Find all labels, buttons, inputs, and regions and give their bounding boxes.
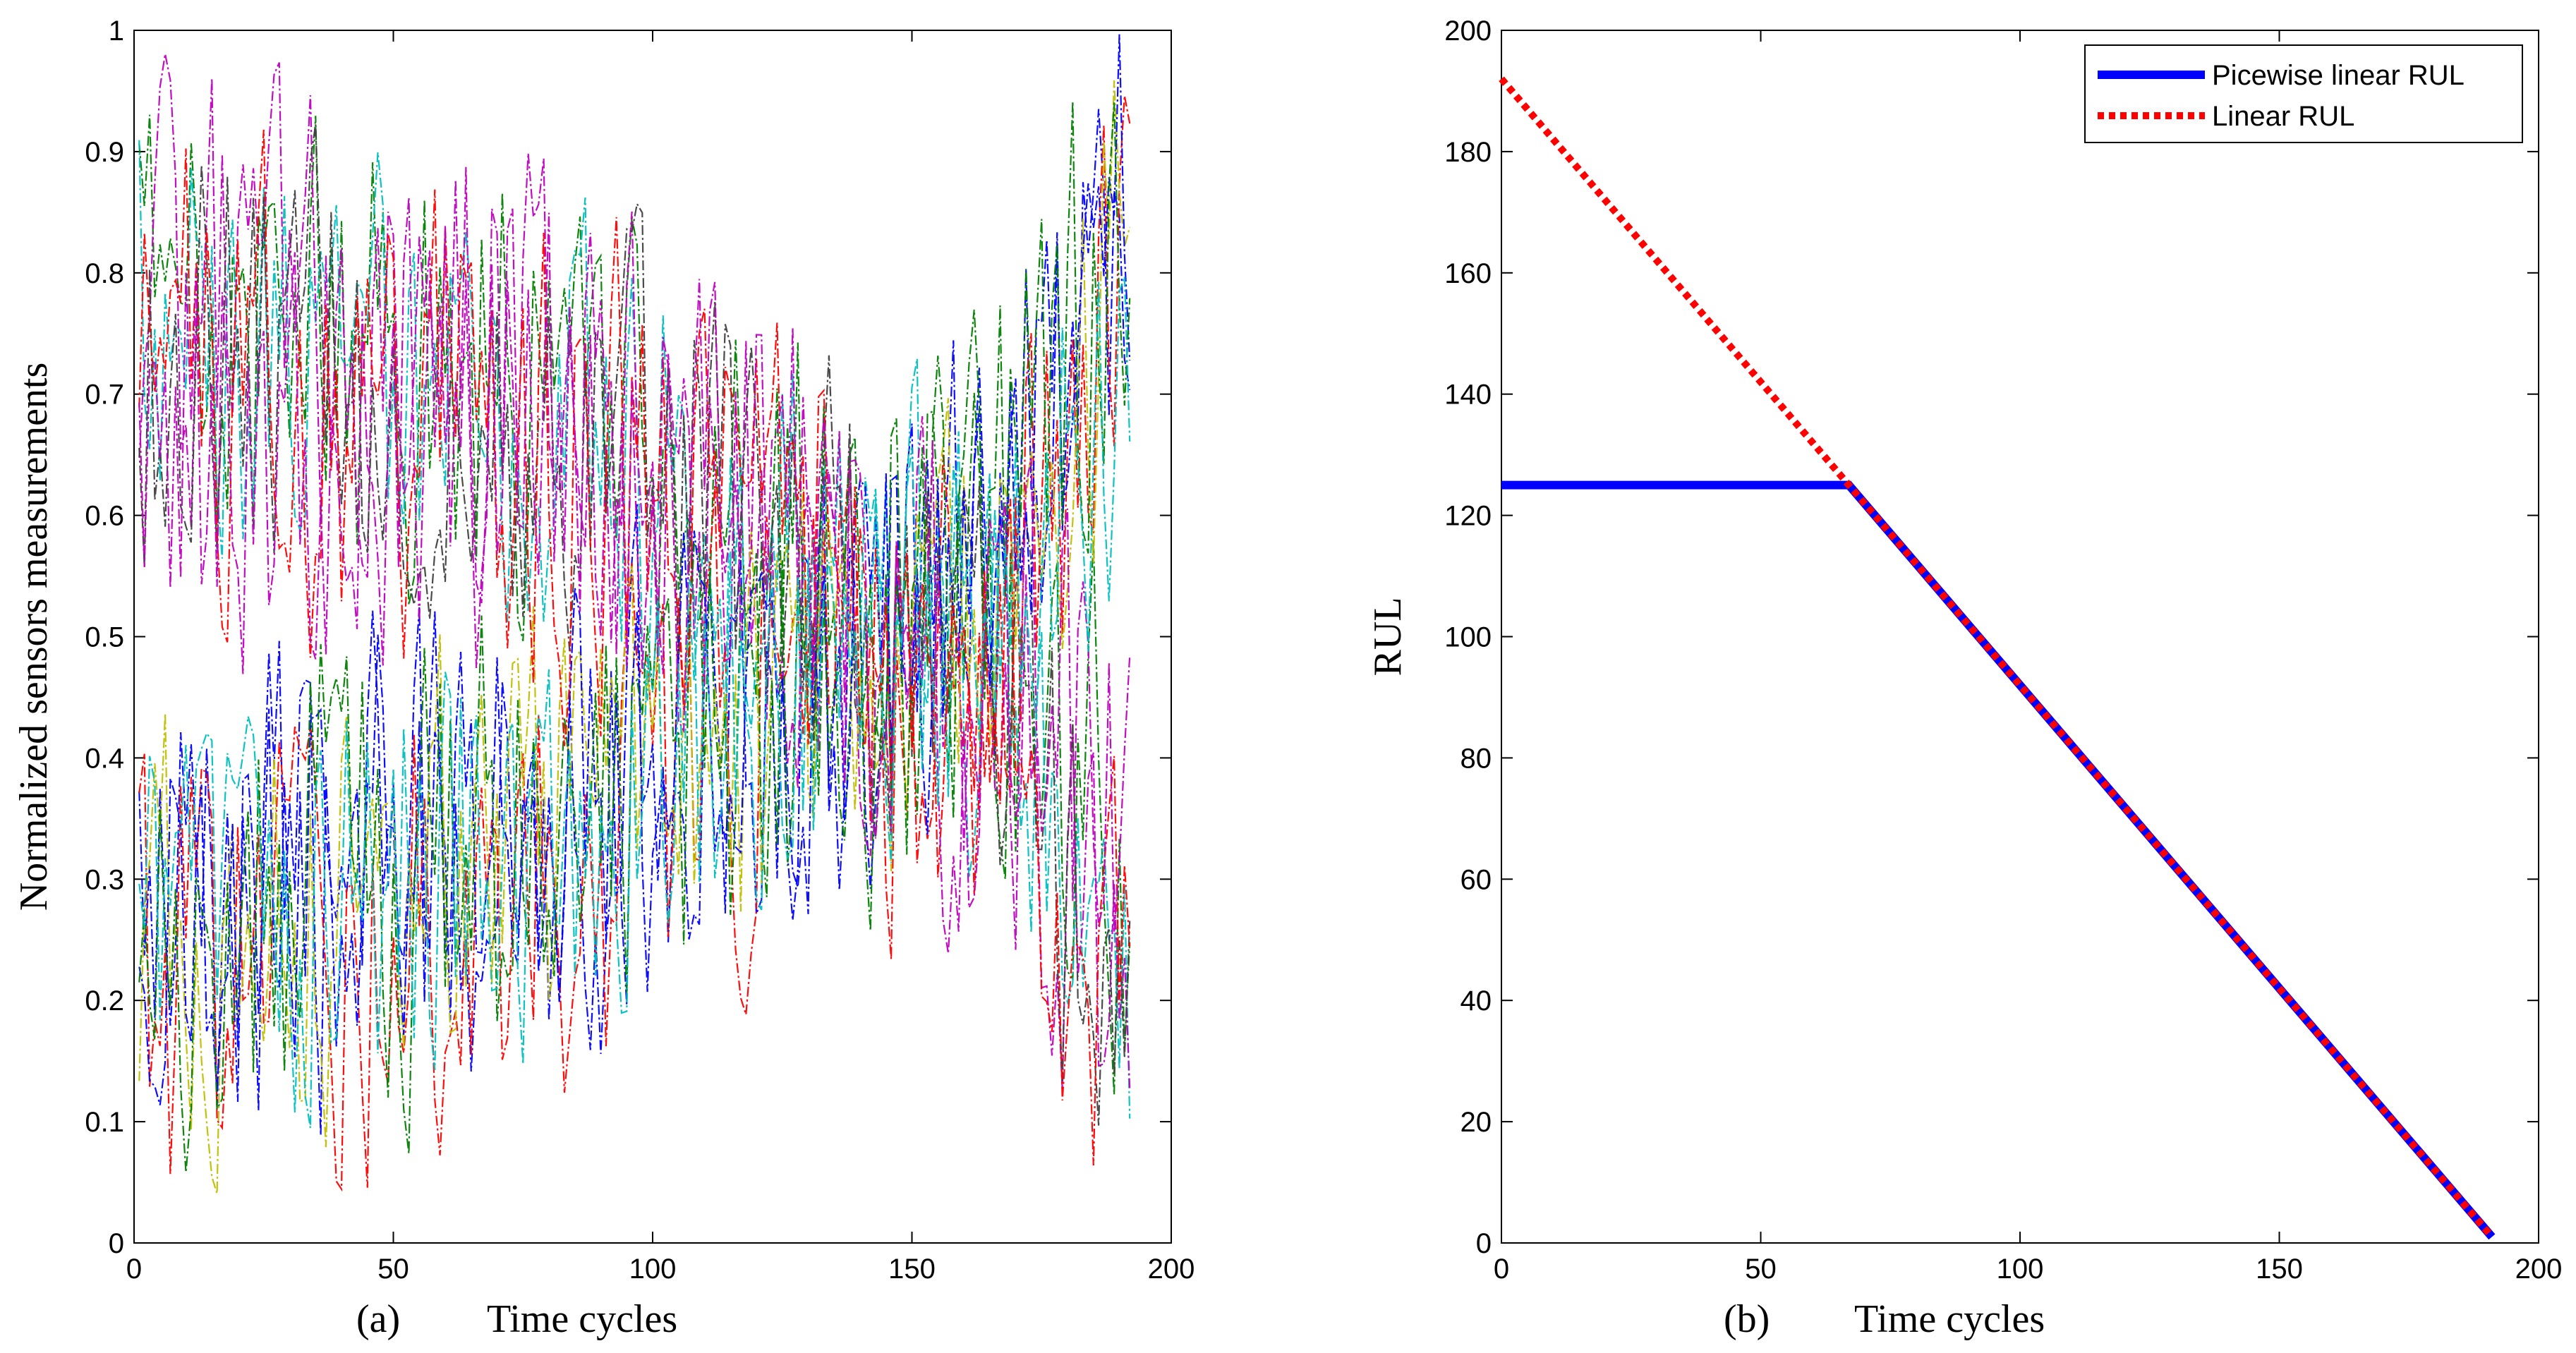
y-tick-label: 140 [1444, 380, 1492, 411]
x-tick-label: 100 [629, 1254, 677, 1285]
sensor-series-line [138, 109, 1131, 1136]
y-tick-label: 80 [1461, 743, 1492, 774]
sensor-series-line [138, 54, 1131, 1090]
x-axis-label: Time cycles [1854, 1297, 2045, 1341]
panel-label: (a) [356, 1297, 400, 1341]
y-tick-label: 160 [1444, 258, 1492, 289]
x-tick-label: 50 [1745, 1254, 1777, 1285]
y-tick-label: 40 [1461, 985, 1492, 1017]
y-tick-label: 20 [1461, 1107, 1492, 1138]
x-tick-label: 150 [2256, 1254, 2303, 1285]
y-tick-label: 0.4 [85, 743, 124, 774]
legend-label-piecewise: Picewise linear RUL [2212, 60, 2465, 91]
y-tick-label: 180 [1444, 137, 1492, 168]
y-axis-label: Normalized sensors measurements [12, 363, 56, 911]
panel-label: (b) [1724, 1297, 1770, 1341]
y-tick-label: 60 [1461, 864, 1492, 895]
sensor-series-line [138, 197, 1131, 954]
y-tick-label: 0.9 [85, 137, 124, 168]
x-tick-label: 100 [1997, 1254, 2044, 1285]
sensor-series-line [138, 34, 1131, 1105]
x-axis-label: Time cycles [487, 1297, 677, 1341]
legend: Picewise linear RUL Linear RUL [2084, 44, 2523, 143]
plot-area [1501, 30, 2539, 1244]
y-tick-label: 0.5 [85, 622, 124, 653]
y-tick-label: 0 [109, 1228, 124, 1259]
y-tick-label: 0.1 [85, 1107, 124, 1138]
y-tick-label: 0 [1476, 1228, 1492, 1259]
y-tick-label: 0.2 [85, 985, 124, 1017]
x-tick-label: 200 [2515, 1254, 2563, 1285]
y-tick-label: 200 [1444, 16, 1492, 47]
x-tick-label: 0 [126, 1254, 142, 1285]
legend-box [2084, 44, 2523, 143]
x-tick-label: 200 [1148, 1254, 1195, 1285]
x-tick-label: 150 [888, 1254, 936, 1285]
sensor-traces [138, 34, 1131, 1194]
y-tick-label: 0.3 [85, 864, 124, 895]
y-tick-label: 0.6 [85, 501, 124, 532]
y-tick-label: 0.7 [85, 380, 124, 411]
sensor-series-line [138, 276, 1131, 1129]
legend-label-linear: Linear RUL [2212, 101, 2354, 132]
linear-rul-line [1499, 76, 2495, 1239]
y-axis-label: RUL [1366, 597, 1410, 676]
y-tick-label: 120 [1444, 501, 1492, 532]
x-tick-label: 0 [1494, 1254, 1509, 1285]
y-tick-label: 100 [1444, 622, 1492, 653]
panel-b: 0 50 100 150 200 0 20 40 60 80 100 120 140 160 180 200 (… [1366, 16, 2562, 1341]
sensor-series-line [138, 114, 1131, 1095]
x-tick-label: 50 [377, 1254, 409, 1285]
y-tick-label: 0.8 [85, 258, 124, 289]
y-tick-label: 1 [109, 16, 124, 47]
panel-a: 0 50 100 150 200 0 0.1 0.2 0.3 0.4 0.5 0.6 0.7 0.8 0.9… [12, 16, 1195, 1341]
sensor-series-line [138, 101, 1131, 1172]
